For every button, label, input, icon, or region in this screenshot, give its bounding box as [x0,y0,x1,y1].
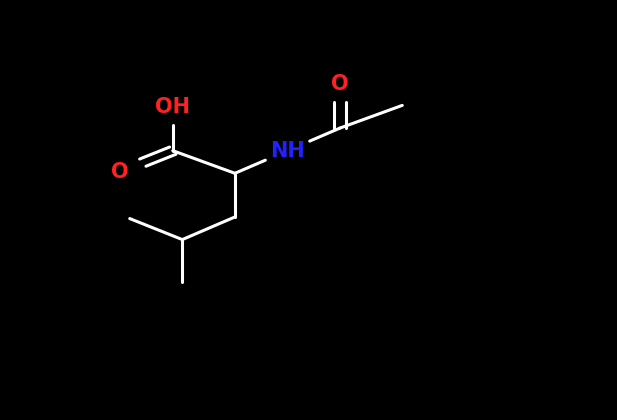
Text: O: O [331,74,349,94]
Text: O: O [111,162,129,182]
Text: OH: OH [155,97,190,117]
Text: NH: NH [270,141,305,161]
